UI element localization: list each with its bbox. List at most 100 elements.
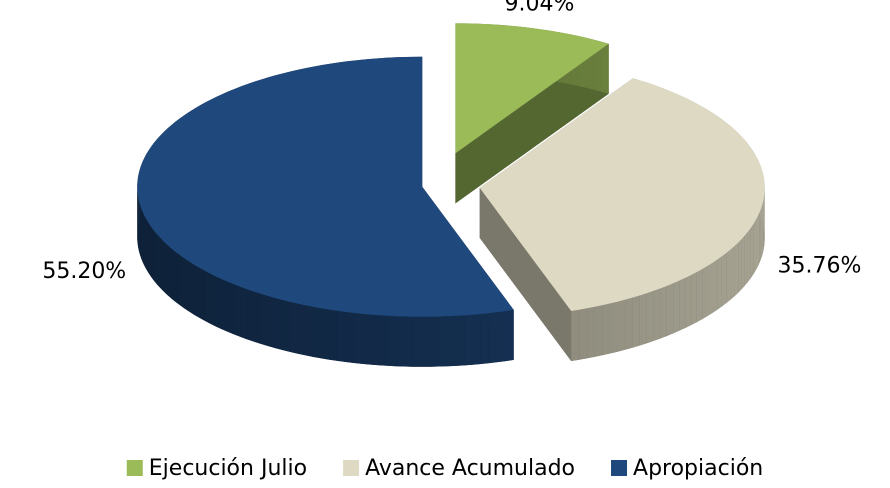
slice-outer-wall xyxy=(215,276,222,330)
slice-outer-wall xyxy=(184,258,189,312)
slice-outer-wall xyxy=(370,314,380,366)
slice-outer-wall xyxy=(759,209,761,264)
slice-outer-wall xyxy=(254,291,262,345)
slice-outer-wall xyxy=(142,211,145,266)
slice-outer-wall xyxy=(666,283,674,336)
slice-outer-wall xyxy=(362,313,371,365)
slice-outer-wall xyxy=(717,256,722,310)
slice-outer-wall xyxy=(210,273,216,327)
slice-top xyxy=(455,23,609,154)
slice-outer-wall xyxy=(753,220,756,275)
slice-outer-wall xyxy=(396,316,405,367)
slice-outer-wall xyxy=(712,259,718,313)
slice-outer-wall xyxy=(721,253,727,307)
slice-outer-wall xyxy=(387,315,397,367)
slice-outer-wall xyxy=(760,205,763,260)
slice-outer-wall xyxy=(321,308,330,360)
slice-outer-wall xyxy=(413,316,422,367)
legend-swatch xyxy=(126,460,143,476)
slice-outer-wall xyxy=(601,41,609,94)
slice-outer-wall xyxy=(734,242,739,297)
slice-outer-wall xyxy=(595,305,603,357)
slice-outer-wall xyxy=(421,316,431,367)
slice-outer-wall xyxy=(691,272,697,326)
slice-outer-wall xyxy=(188,261,194,315)
slice-outer-wall xyxy=(696,269,703,323)
slice-outer-wall xyxy=(199,267,205,321)
slice-outer-wall xyxy=(268,296,276,349)
slice-outer-wall xyxy=(175,251,180,305)
slice-outer-wall xyxy=(153,230,157,285)
slice-outer-wall xyxy=(744,231,748,286)
slice-outer-wall xyxy=(204,270,211,324)
slice-outer-wall xyxy=(156,234,161,288)
slice-outer-wall xyxy=(337,310,346,363)
slice-outer-wall xyxy=(163,241,168,295)
slice-outer-wall xyxy=(738,239,742,293)
slice-outer-wall xyxy=(747,228,751,282)
slice-outer-wall xyxy=(602,303,611,356)
slice-outer-wall xyxy=(345,312,355,363)
slice-outer-wall xyxy=(144,215,147,270)
slice-outer-wall xyxy=(763,193,765,248)
data-label: 35.76% xyxy=(778,254,862,279)
slice-outer-wall xyxy=(221,279,229,332)
slice-outer-wall xyxy=(625,297,633,350)
legend-swatch xyxy=(343,460,360,476)
legend-item: Avance Acumulado xyxy=(343,456,575,481)
pie-slice xyxy=(137,56,514,367)
slice-outer-wall xyxy=(673,280,680,334)
slice-outer-wall xyxy=(617,299,626,352)
slice-outer-wall xyxy=(329,309,338,361)
pie-slice xyxy=(479,78,765,362)
slice-outer-wall xyxy=(146,219,149,274)
slice-outer-wall xyxy=(313,306,322,359)
data-label: 55.20% xyxy=(42,259,126,284)
slice-outer-wall xyxy=(762,201,764,256)
slice-outer-wall xyxy=(141,207,143,262)
slice-top xyxy=(479,78,765,312)
slice-outer-wall xyxy=(632,295,640,348)
legend-item: Apropiación xyxy=(611,456,763,481)
legend: Ejecución Julio Avance Acumulado Apropiaci… xyxy=(126,456,763,481)
slice-outer-wall xyxy=(755,216,758,271)
slice-outer-wall xyxy=(404,316,414,367)
slice-top xyxy=(137,56,514,317)
slice-outer-wall xyxy=(480,313,490,364)
slice-outer-wall xyxy=(240,287,248,340)
slice-outer-wall xyxy=(489,312,498,364)
slice-outer-wall xyxy=(167,244,172,299)
slice-outer-wall xyxy=(741,235,745,290)
slice-outer-wall xyxy=(679,277,686,331)
slice-outer-wall xyxy=(148,223,152,277)
slice-outer-wall xyxy=(193,264,200,318)
slice-outer-wall xyxy=(726,249,731,304)
slice-outer-wall xyxy=(685,275,692,328)
slice-radial-wall xyxy=(479,187,572,362)
slice-outer-wall xyxy=(497,311,506,363)
slice-outer-wall xyxy=(505,309,514,362)
slice-outer-wall xyxy=(730,246,735,300)
slice-outer-wall xyxy=(639,293,647,346)
slice-outer-wall xyxy=(275,298,283,351)
slice-outer-wall xyxy=(750,224,754,279)
slice-outer-wall xyxy=(234,284,241,338)
slice-outer-wall xyxy=(653,288,661,341)
slice-outer-wall xyxy=(702,266,708,320)
slice-outer-wall xyxy=(757,213,760,267)
slice-outer-wall xyxy=(171,248,176,302)
slice-outer-wall xyxy=(571,309,580,362)
slice-outer-wall xyxy=(646,290,654,344)
legend-label: Ejecución Julio xyxy=(149,456,307,481)
slice-outer-wall xyxy=(438,316,448,367)
slice-outer-wall xyxy=(290,302,299,354)
slice-outer-wall xyxy=(455,315,465,366)
slice-outer-wall xyxy=(354,312,363,364)
slice-outer-wall xyxy=(282,300,291,353)
slice-outer-wall xyxy=(447,315,456,367)
slice-outer-wall xyxy=(379,315,388,366)
legend-item: Ejecución Julio xyxy=(126,456,307,481)
slice-outer-wall xyxy=(179,254,185,309)
slice-outer-wall xyxy=(160,237,164,292)
